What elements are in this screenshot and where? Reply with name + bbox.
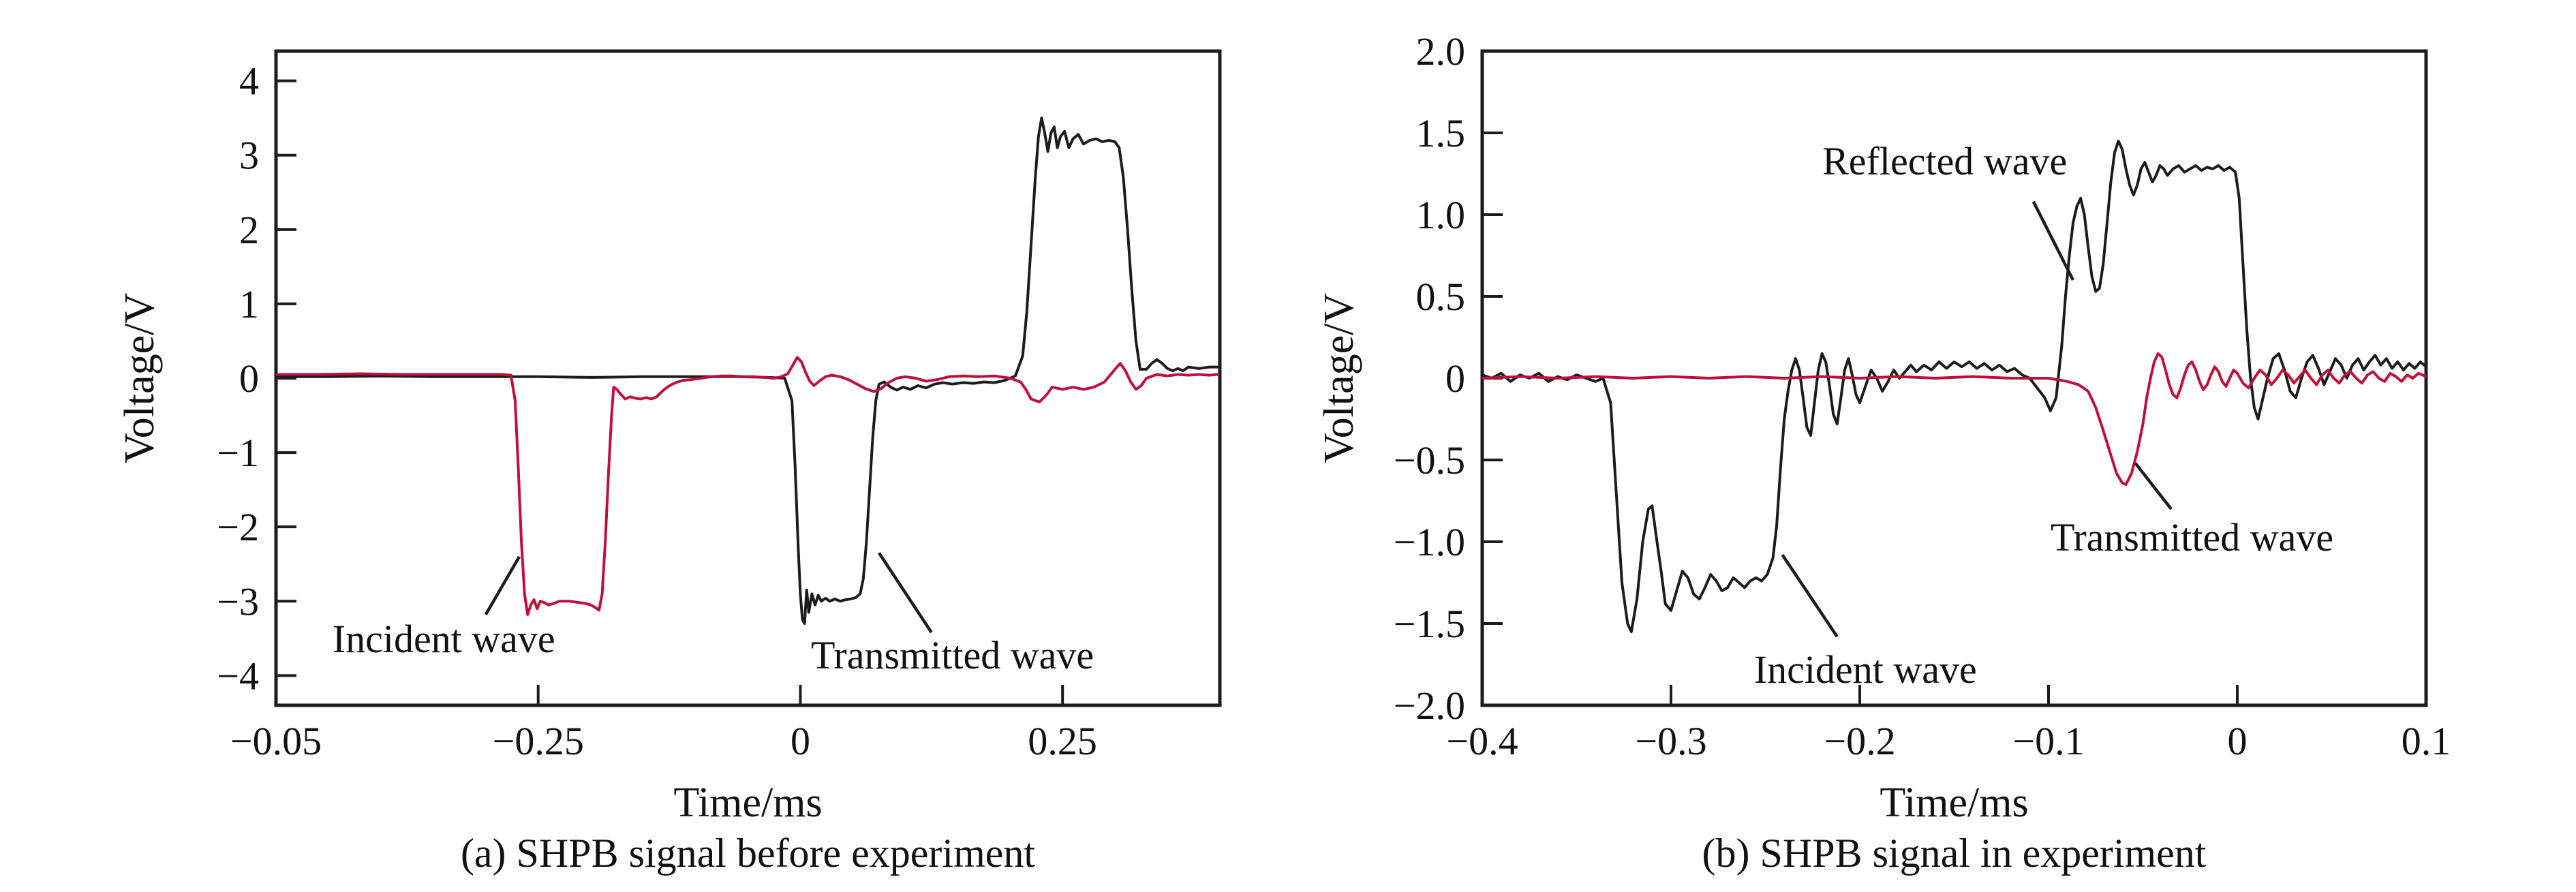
annotation-text-1: Transmitted wave xyxy=(811,633,1094,677)
y-tick-label: 0 xyxy=(1445,356,1465,401)
y-axis-label: Voltage/V xyxy=(1316,293,1362,463)
x-tick-label: 0 xyxy=(791,719,810,763)
panel-chart-b: −0.4 −0.3 −0.2 −0.1 0 0.1 2.0 1.5 1.0 0.5 0 −0.5 −1.… xyxy=(1288,0,2576,892)
x-tick-label: −0.2 xyxy=(1824,719,1895,763)
y-tick-label: 2 xyxy=(239,208,259,252)
annotation-line-0 xyxy=(2031,200,2075,281)
x-tick-label: 0.1 xyxy=(2402,719,2451,763)
y-tick-label: −4 xyxy=(217,653,259,698)
chart-a-shpb-before-experiment: −0.05 −0.25 0 0.25 4 3 2 1 0 −1 −2 −3 −4 Time/ms Volta… xyxy=(117,49,1222,876)
x-tick-label: −0.1 xyxy=(2012,719,2084,763)
y-tick-label: −1.5 xyxy=(1394,602,1465,646)
y-tick-label: −2.0 xyxy=(1394,683,1465,728)
chart-b-shpb-in-experiment: −0.4 −0.3 −0.2 −0.1 0 0.1 2.0 1.5 1.0 0.5 0 −0.5 −1.… xyxy=(1316,29,2451,876)
series-transmitted-wave-curve xyxy=(1482,352,2426,486)
x-tick-label: −0.05 xyxy=(230,719,322,763)
series-incident-wave-curve xyxy=(276,356,1219,616)
x-tick-label: −0.25 xyxy=(493,719,584,763)
y-tick-label: 1.0 xyxy=(1416,193,1466,237)
series-transmitted-wave-curve xyxy=(276,117,1219,625)
panel-chart-a: −0.05 −0.25 0 0.25 4 3 2 1 0 −1 −2 −3 −4 Time/ms Volta… xyxy=(117,49,1222,876)
y-tick-label: 0.5 xyxy=(1416,275,1466,319)
annotation-text-0: Reflected wave xyxy=(1822,139,2067,183)
annotation-text-2: Incident wave xyxy=(1754,647,1977,692)
y-tick-label: 2.0 xyxy=(1416,29,1466,74)
x-axis-label: Time/ms xyxy=(1880,780,2028,826)
y-tick-label: −2 xyxy=(217,505,259,549)
x-tick-label: 0.25 xyxy=(1028,719,1097,763)
x-axis-label: Time/ms xyxy=(673,780,822,826)
x-tick-label: −0.4 xyxy=(1446,719,1518,763)
annotation-line-0 xyxy=(484,555,521,616)
plot-area xyxy=(276,117,1219,625)
y-tick-label: 0 xyxy=(239,356,259,401)
y-tick-label: 3 xyxy=(239,134,259,178)
y-tick-label: −0.5 xyxy=(1394,438,1465,482)
chart-caption: (b) SHPB signal in experiment xyxy=(1702,831,2207,876)
annotation-line-1 xyxy=(877,552,933,634)
x-tick-label: −0.3 xyxy=(1635,719,1706,763)
y-tick-label: −3 xyxy=(217,579,259,624)
x-tick-label: 0 xyxy=(2228,719,2248,763)
y-tick-label: 1.5 xyxy=(1416,111,1466,155)
y-tick-label: −1.0 xyxy=(1394,520,1465,564)
y-tick-label: −1 xyxy=(217,431,259,475)
y-axis-label: Voltage/V xyxy=(117,293,163,463)
plot-area xyxy=(1482,140,2426,633)
annotation-line-1 xyxy=(2134,462,2173,510)
annotation-text-1: Transmitted wave xyxy=(2051,515,2333,559)
series-incident-and-reflected-wave-curve xyxy=(1482,140,2426,633)
annotation-text-0: Incident wave xyxy=(333,617,555,661)
y-tick-label: 1 xyxy=(239,282,259,326)
y-tick-label: 4 xyxy=(239,59,259,104)
annotation-line-2 xyxy=(1781,553,1839,638)
chart-caption: (a) SHPB signal before experiment xyxy=(461,831,1035,876)
